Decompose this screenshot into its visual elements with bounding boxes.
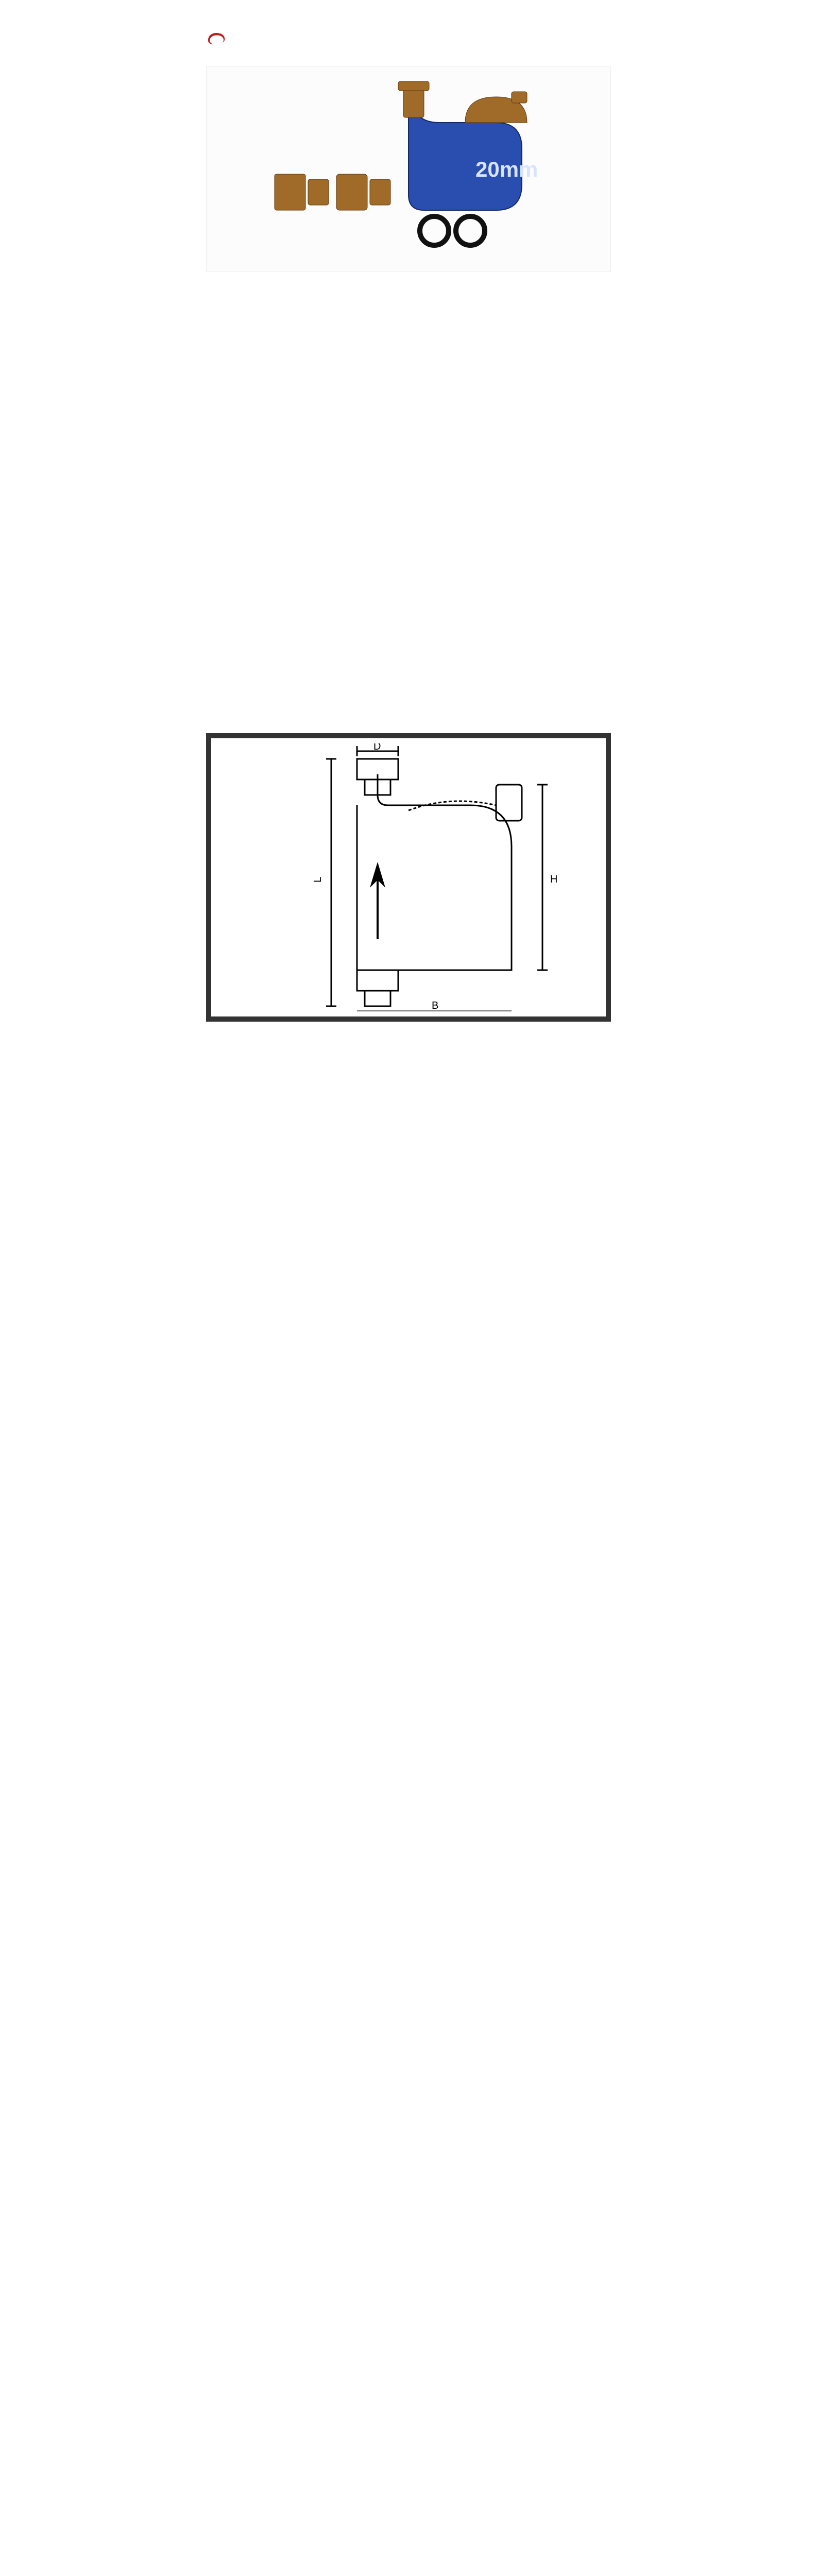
svg-text:D: D [373,743,381,752]
svg-text:20mm: 20mm [475,157,538,181]
svg-text:H: H [550,874,557,885]
product-title [206,303,611,311]
structure-diagram: D L H B [206,733,611,1022]
brand-logo [206,31,611,45]
error-chart [206,496,611,692]
pressure-chart [206,326,611,481]
svg-text:B: B [432,1000,438,1011]
product-photo: 20mm [206,66,611,272]
svg-text:L: L [312,877,324,883]
logo-swirl-icon [206,31,227,45]
